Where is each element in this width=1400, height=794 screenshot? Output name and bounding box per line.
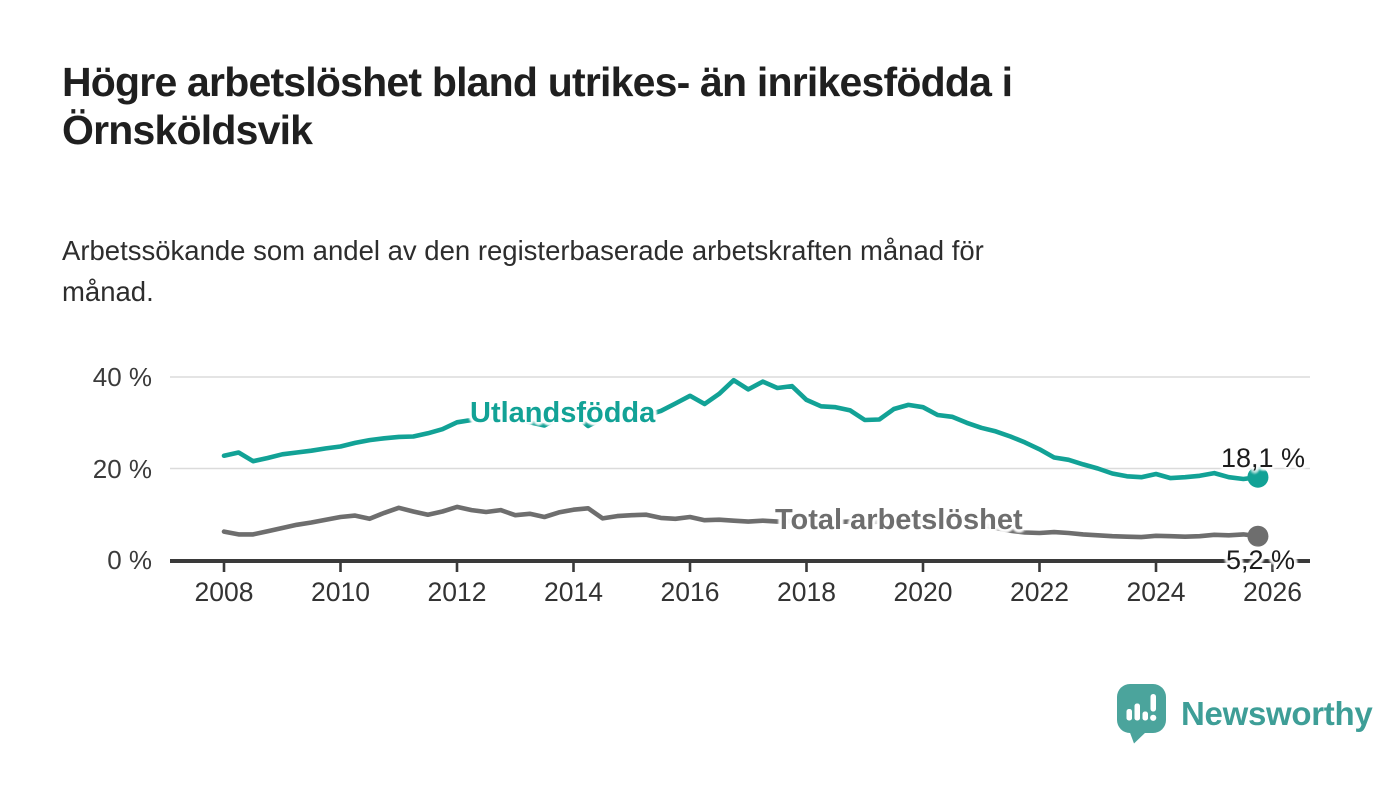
series-label-total-arbetsloshet: Total arbetslöshet: [775, 504, 1023, 536]
chart-title: Högre arbetslöshet bland utrikes- än inr…: [62, 59, 1013, 154]
gridlines: [170, 376, 1310, 470]
y-tick-label: 40 %: [92, 362, 152, 392]
newsworthy-logo: Newsworthy: [1116, 683, 1373, 744]
chart-subtitle: Arbetssökande som andel av den registerb…: [62, 235, 984, 308]
series-label-utlandsfodda: Utlandsfödda: [470, 397, 656, 429]
x-tick-label: 2010: [311, 577, 370, 607]
x-tick-label: 2012: [427, 577, 487, 607]
x-tick-label: 2008: [194, 577, 254, 607]
x-tick-label: 2024: [1126, 577, 1186, 607]
newsworthy-wordmark: Newsworthy: [1181, 694, 1373, 732]
x-tick-label: 2026: [1243, 577, 1302, 607]
x-tick-label: 2020: [893, 577, 953, 607]
x-tick-label: 2022: [1010, 577, 1069, 607]
end-value-label-utlandsfodda: 18,1 %: [1221, 443, 1306, 473]
x-tick-label: 2014: [544, 577, 603, 607]
end-dot-total: [1247, 525, 1269, 547]
newsworthy-icon: [1117, 684, 1166, 744]
x-tick-label: 2018: [777, 577, 836, 607]
series-line-total: [221, 504, 1261, 540]
x-axis: [170, 559, 1310, 572]
series-line-utlandsfodda: [221, 377, 1261, 482]
end-dot-utlandsfodda: [1247, 466, 1269, 488]
y-tick-label: 0 %: [107, 545, 152, 575]
end-value-label-total: 5,2 %: [1226, 545, 1296, 575]
y-tick-label: 20 %: [92, 453, 152, 484]
x-tick-label: 2016: [660, 577, 720, 607]
